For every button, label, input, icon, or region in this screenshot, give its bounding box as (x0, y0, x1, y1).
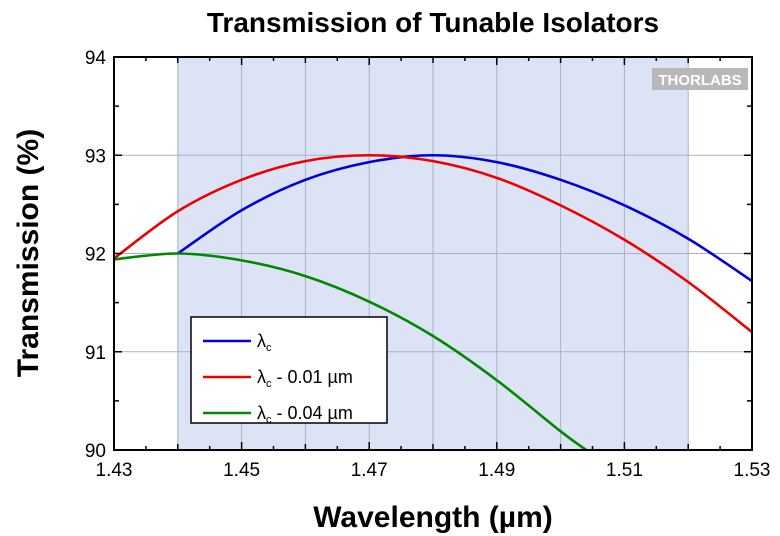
y-tick-label: 90 (85, 441, 106, 462)
y-tick-label: 94 (85, 48, 107, 69)
y-tick-label: 93 (85, 146, 106, 167)
x-tick-label: 1.47 (351, 460, 388, 481)
thorlabs-logo: THORLABS (652, 68, 748, 90)
chart-title: Transmission of Tunable Isolators (207, 7, 659, 38)
x-axis-label: Wavelength (µm) (313, 501, 553, 534)
x-tick-label: 1.45 (223, 460, 260, 481)
legend-box (190, 316, 388, 424)
legend-label-3: λc - 0.04 µm (257, 403, 353, 426)
series-line-1 (177, 153, 753, 283)
x-tick-label: 1.53 (734, 460, 771, 481)
watermark-text: THORLABS (658, 72, 741, 89)
x-tick-label: 1.51 (606, 460, 643, 481)
plot-frame (113, 56, 753, 451)
series-line-3 (113, 252, 587, 452)
legend-label-1: λc (257, 331, 272, 354)
y-tick-label: 91 (85, 343, 106, 364)
series-layer (113, 153, 753, 452)
legend: λc λc - 0.01 µm λc - 0.04 µm (190, 316, 388, 426)
x-tick-label: 1.49 (478, 460, 515, 481)
series-line-2 (113, 153, 753, 334)
y-tick-label: 92 (85, 245, 106, 266)
y-axis-label: Transmission (%) (12, 129, 45, 377)
x-tick-label: 1.43 (96, 460, 133, 481)
legend-label-2: λc - 0.01 µm (257, 367, 353, 390)
axis-ticks: 1.43 1.45 1.47 1.49 1.51 1.53 90 91 92 93 94 (85, 48, 771, 481)
